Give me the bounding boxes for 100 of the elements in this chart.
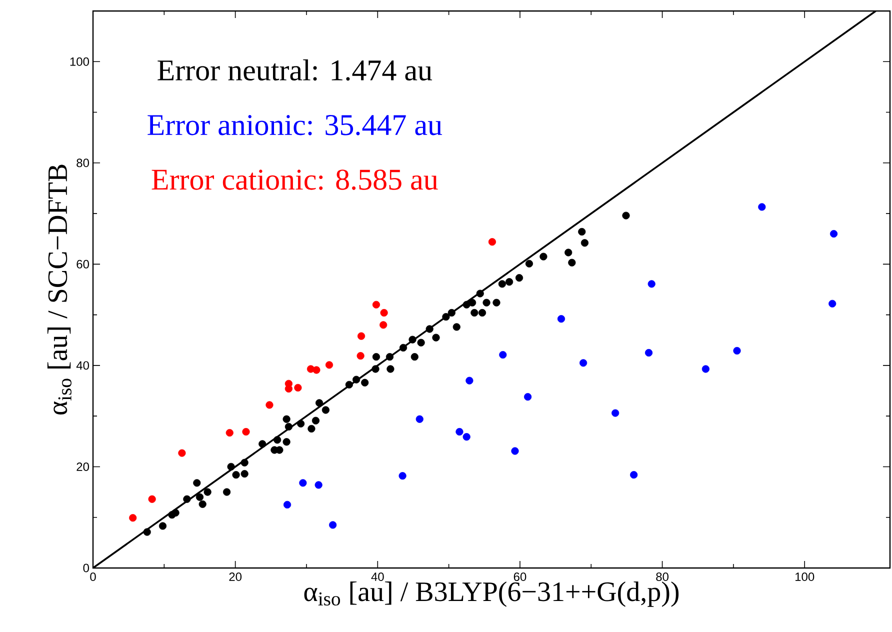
point	[622, 212, 630, 220]
point	[329, 521, 337, 529]
point	[172, 508, 180, 517]
point	[564, 248, 572, 256]
x-tick-label: 80	[656, 572, 668, 582]
point	[143, 528, 151, 536]
point	[828, 300, 836, 308]
point	[386, 365, 394, 373]
point	[557, 315, 566, 323]
point	[498, 280, 506, 288]
point	[274, 436, 282, 444]
point	[417, 338, 425, 346]
y-tick-label: 80	[76, 158, 90, 168]
point	[282, 438, 290, 446]
point	[830, 230, 838, 238]
point	[462, 433, 470, 441]
point	[482, 298, 490, 306]
point	[240, 470, 248, 478]
point	[312, 416, 320, 424]
point	[702, 365, 710, 373]
point	[196, 493, 204, 501]
x-tick-label: 20	[229, 572, 242, 582]
y-axis-title: α$_{iso}$ [au] / SCC−DFTB	[47, 164, 72, 415]
point	[579, 359, 588, 367]
point	[129, 514, 137, 522]
y-tick-label: 40	[76, 361, 90, 370]
point	[499, 351, 507, 359]
point	[758, 203, 766, 211]
point	[410, 353, 418, 361]
point	[416, 415, 424, 423]
point	[432, 334, 440, 342]
point	[644, 348, 653, 357]
point	[380, 321, 388, 329]
point	[282, 415, 290, 423]
y-tick-label: 100	[70, 57, 90, 66]
point	[476, 290, 484, 298]
x-tick-label: 0	[90, 572, 96, 582]
point	[733, 346, 741, 355]
point	[198, 500, 206, 508]
point	[308, 424, 316, 433]
point	[540, 252, 548, 260]
x-tick-label: 100	[796, 572, 814, 582]
y-tick-label: 0	[83, 564, 90, 572]
point	[283, 500, 292, 508]
point	[322, 406, 330, 414]
point	[648, 280, 656, 288]
point	[511, 447, 519, 455]
point	[448, 308, 456, 317]
point	[193, 479, 201, 487]
point	[452, 323, 460, 331]
point	[408, 336, 416, 344]
point	[468, 298, 476, 306]
annotation: Error cationic: 8.585 au	[152, 170, 438, 190]
point	[426, 325, 434, 333]
point	[266, 401, 274, 409]
point	[356, 352, 364, 360]
annotation: Error anionic: 35.447 au	[148, 115, 442, 136]
annotation: Error neutral: 1.474 au	[158, 59, 432, 81]
point	[372, 353, 380, 361]
x-tick-label: 60	[514, 572, 526, 582]
point	[386, 353, 394, 361]
point	[525, 260, 534, 268]
point	[524, 393, 532, 401]
point	[578, 228, 586, 236]
point	[568, 258, 576, 266]
point	[380, 308, 388, 317]
y-tick-label: 60	[76, 260, 90, 268]
point	[158, 522, 167, 530]
point	[456, 428, 464, 436]
point	[470, 308, 478, 317]
point	[148, 495, 156, 503]
point	[232, 471, 240, 479]
point	[312, 366, 320, 374]
point	[478, 308, 486, 317]
point	[398, 472, 406, 480]
point	[372, 300, 380, 308]
point	[357, 332, 366, 340]
point	[488, 238, 496, 246]
point	[314, 481, 322, 489]
point	[630, 471, 638, 479]
point	[204, 488, 212, 496]
point	[227, 462, 235, 471]
point	[352, 376, 360, 384]
point	[294, 384, 302, 392]
point	[325, 361, 334, 369]
point	[240, 458, 248, 466]
point	[372, 365, 380, 373]
x-axis-title: α$_{iso}$ [au] / B3LYP(6−31++G(d,p))	[304, 582, 679, 607]
point	[442, 313, 450, 321]
point	[515, 274, 524, 282]
point	[466, 376, 474, 384]
point	[296, 420, 305, 428]
point	[284, 422, 292, 431]
point	[178, 449, 186, 457]
point	[183, 495, 191, 503]
x-tick-label: 40	[371, 572, 384, 582]
point	[226, 428, 234, 437]
point	[399, 344, 408, 352]
point	[492, 298, 500, 306]
point	[345, 380, 353, 388]
